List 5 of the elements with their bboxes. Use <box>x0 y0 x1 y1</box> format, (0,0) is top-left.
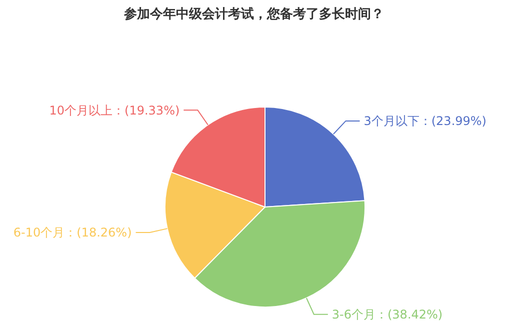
slice-label: 10个月以上：(19.33%) <box>49 103 180 118</box>
slice-label: 3-6个月：(38.42%) <box>332 308 443 322</box>
slice-label: 6-10个月：(18.26%) <box>13 226 132 240</box>
chart-title: 参加今年中级会计考试，您备考了多长时间？ <box>123 6 384 22</box>
slice-label: 3个月以下：(23.99%) <box>364 114 487 128</box>
